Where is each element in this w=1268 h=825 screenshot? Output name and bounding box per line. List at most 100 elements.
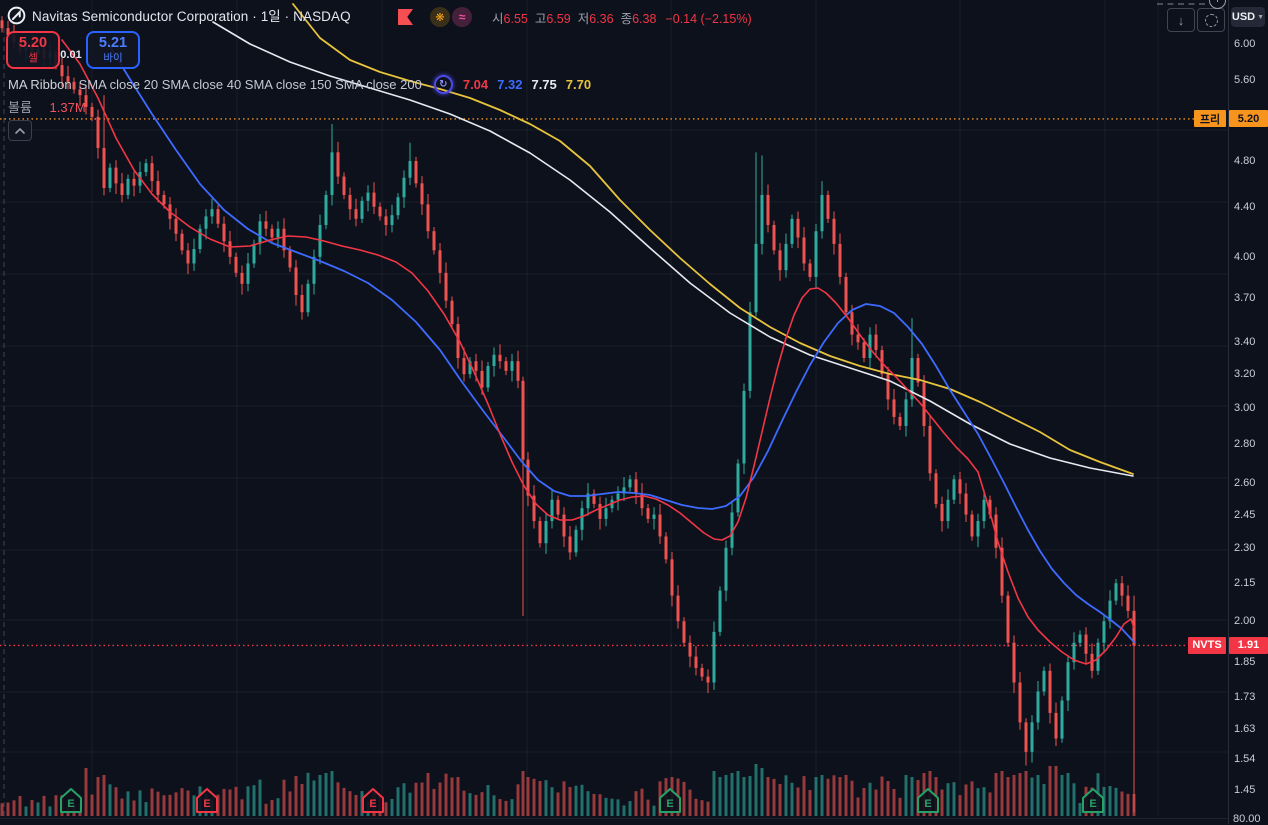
buy-price: 5.21 xyxy=(98,35,128,52)
volume-legend[interactable]: 볼륨 1.37M xyxy=(8,97,86,116)
sell-button[interactable]: 5.20 셀 xyxy=(6,31,60,69)
price-tick-label: 5.60 xyxy=(1234,73,1256,86)
candle xyxy=(1030,722,1034,752)
volume-bar xyxy=(180,788,184,816)
volume-bar xyxy=(1012,775,1016,816)
candle xyxy=(521,380,525,460)
volume-bar xyxy=(1072,783,1076,816)
candle xyxy=(808,263,812,277)
candle xyxy=(192,249,196,264)
candle xyxy=(210,209,214,217)
candle xyxy=(516,361,520,381)
candle xyxy=(294,267,298,296)
candle xyxy=(462,357,466,375)
currency-dropdown[interactable]: USD ▼ xyxy=(1231,7,1265,27)
volume-bar xyxy=(814,777,818,816)
candle xyxy=(592,493,596,504)
volume-bar xyxy=(730,773,734,816)
scroll-to-recent-button[interactable]: ↓ xyxy=(1167,8,1195,32)
volume-bar xyxy=(456,777,460,816)
collapse-indicator-button[interactable] xyxy=(8,120,32,141)
volume-bar xyxy=(504,800,508,816)
volume-bar xyxy=(414,782,418,816)
volume-bar xyxy=(450,777,454,816)
waves-icon[interactable]: ≈ xyxy=(452,7,472,27)
spread-value: 0.01 xyxy=(60,49,82,61)
candle xyxy=(1102,621,1106,643)
price-tick-label: 2.30 xyxy=(1234,541,1256,554)
earnings-marker[interactable]: E xyxy=(196,788,218,813)
candle xyxy=(1060,700,1064,739)
volume-bar xyxy=(1114,787,1118,816)
sma20-value: 7.04 xyxy=(462,77,489,92)
volume-label: 볼륨 xyxy=(8,100,32,115)
candle xyxy=(886,374,890,400)
volume-bar xyxy=(742,777,746,816)
volume-bar xyxy=(838,777,842,816)
earnings-marker[interactable]: E xyxy=(60,788,82,813)
volume-bar xyxy=(222,788,226,816)
time-axis-edge[interactable] xyxy=(0,818,1268,825)
earnings-marker[interactable]: E xyxy=(917,788,939,813)
volume-bar xyxy=(604,797,608,816)
earnings-marker[interactable]: E xyxy=(1082,788,1104,813)
candle xyxy=(342,176,346,195)
candle xyxy=(1096,642,1100,671)
candle xyxy=(1036,691,1040,723)
volume-bar xyxy=(246,786,250,816)
volume-bar xyxy=(1108,786,1112,816)
price-tick-label: 4.00 xyxy=(1234,250,1256,263)
candle xyxy=(988,499,992,515)
chevron-up-icon xyxy=(15,127,25,134)
candle xyxy=(84,95,88,107)
candle xyxy=(658,514,662,537)
earnings-marker[interactable]: E xyxy=(659,788,681,813)
dashed-drawing-remnant xyxy=(1157,3,1205,5)
buy-button[interactable]: 5.21 바이 xyxy=(86,31,140,69)
candle xyxy=(922,382,926,426)
ma-ribbon-legend[interactable]: MA Ribbon SMA close 20 SMA close 40 SMA … xyxy=(8,75,600,94)
candle xyxy=(958,479,962,494)
volume-bar xyxy=(168,794,172,816)
volume-bar xyxy=(126,791,130,816)
flag-bookmark-icon[interactable] xyxy=(398,9,413,25)
low-value: 6.36 xyxy=(589,12,614,26)
price-tick-label: 3.70 xyxy=(1234,291,1256,304)
candle xyxy=(360,200,364,219)
candle xyxy=(450,300,454,325)
volume-scale-label: 80.00 xyxy=(1233,813,1261,825)
candle xyxy=(748,312,752,391)
price-axis[interactable]: 6.00 5.60 4.80 4.40 4.00 3.70 3.40 3.20 3.00 2.80… xyxy=(1228,0,1268,824)
candle xyxy=(156,181,160,195)
volume-bar xyxy=(940,789,944,816)
symbol-title[interactable]: Navitas Semiconductor Corporation · 1일 ·… xyxy=(32,9,351,24)
ma-line-sma-150 xyxy=(212,21,1134,477)
volume-bar xyxy=(330,771,334,816)
candle xyxy=(916,357,920,383)
volume-bar xyxy=(640,788,644,816)
candle xyxy=(384,216,388,225)
volume-bar xyxy=(622,805,626,816)
volume-bar xyxy=(120,798,124,816)
candle xyxy=(420,183,424,205)
candle xyxy=(426,204,430,232)
earnings-marker[interactable]: E xyxy=(362,788,384,813)
candle xyxy=(330,152,334,195)
candle xyxy=(198,228,202,250)
volume-bar xyxy=(784,775,788,816)
sma150-value: 7.75 xyxy=(531,77,557,92)
candle xyxy=(856,334,860,343)
volume-bar xyxy=(844,775,848,816)
firework-icon[interactable]: ❋ xyxy=(430,7,450,27)
price-tick-label: 3.00 xyxy=(1234,402,1256,415)
restore-view-button[interactable] xyxy=(1197,8,1225,32)
candle xyxy=(216,209,220,224)
volume-bar xyxy=(462,790,466,816)
volume-bar xyxy=(544,780,548,816)
volume-bar xyxy=(336,782,340,816)
price-tick-label: 3.20 xyxy=(1234,368,1256,381)
volume-bar xyxy=(976,788,980,816)
candle xyxy=(778,250,782,271)
idea-icons[interactable]: ❋ ≈ xyxy=(430,7,472,27)
